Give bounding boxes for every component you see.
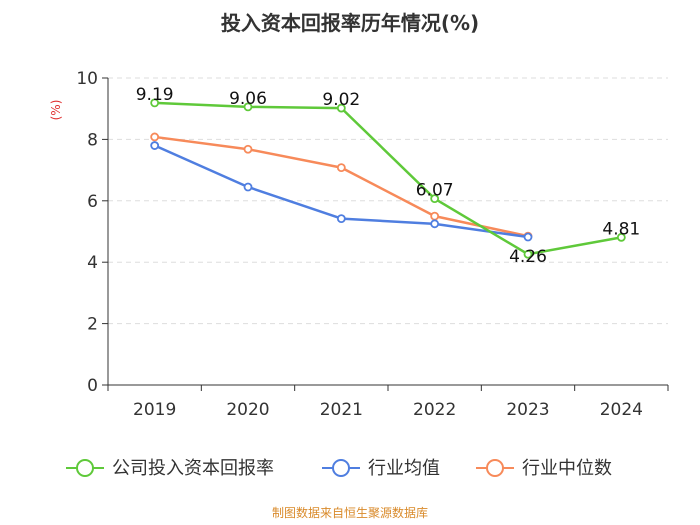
data-point [243, 144, 253, 154]
data-label: 9.19 [136, 85, 174, 105]
data-label: 6.07 [416, 181, 454, 201]
legend: 公司投入资本回报率 行业均值 行业中位数 [66, 458, 612, 479]
series-group [150, 98, 626, 259]
data-label: 9.02 [322, 90, 360, 110]
legend-label-2: 行业中位数 [522, 458, 612, 479]
data-labels: 9.19 9.06 9.02 6.07 4.26 4.81 [136, 85, 641, 267]
data-label: 4.26 [509, 247, 547, 267]
y-tick-label: 10 [76, 69, 98, 89]
data-label: 9.06 [229, 89, 267, 109]
x-tick-label-2023: 2023 [506, 400, 549, 420]
data-point [523, 249, 533, 259]
data-point [430, 219, 440, 229]
y-tick-label: 4 [87, 253, 98, 273]
data-point [336, 214, 346, 224]
source-note: 制图数据来自恒生聚源数据库 [272, 505, 428, 520]
data-point [150, 141, 160, 150]
axes: 0 2 4 6 8 10 2019 2020 2021 2022 2023 2024 [76, 69, 669, 420]
data-point [430, 194, 440, 204]
legend-label-1: 行业均值 [368, 458, 440, 479]
legend-marker-0 [76, 459, 94, 477]
data-point [336, 103, 346, 113]
legend-label-0: 公司投入资本回报率 [112, 458, 274, 479]
data-point [336, 163, 346, 173]
grid-lines [108, 77, 668, 325]
data-point [430, 211, 440, 221]
y-tick-label: 8 [87, 130, 98, 150]
x-tick-label-2020: 2020 [226, 400, 269, 420]
chart-title: 投入资本回报率历年情况(%) [221, 11, 479, 35]
x-tick-label-2019: 2019 [133, 400, 176, 420]
data-point [150, 132, 160, 142]
y-tick-label: 6 [87, 192, 98, 212]
data-label: 4.81 [602, 219, 640, 239]
y-tick-label: 2 [87, 315, 98, 335]
data-point [243, 182, 253, 192]
x-tick-label-2022: 2022 [413, 400, 456, 420]
data-point [243, 102, 253, 112]
y-tick-label: 0 [87, 376, 98, 396]
legend-marker-1 [332, 459, 350, 477]
x-tick-label-2021: 2021 [320, 400, 363, 420]
y-axis-label: (%) [49, 100, 63, 121]
series-line-0 [154, 101, 622, 256]
legend-marker-2 [486, 459, 504, 477]
x-tick-label-2024: 2024 [600, 400, 643, 420]
data-point [150, 98, 160, 108]
data-point [616, 232, 626, 242]
data-point [523, 232, 533, 242]
